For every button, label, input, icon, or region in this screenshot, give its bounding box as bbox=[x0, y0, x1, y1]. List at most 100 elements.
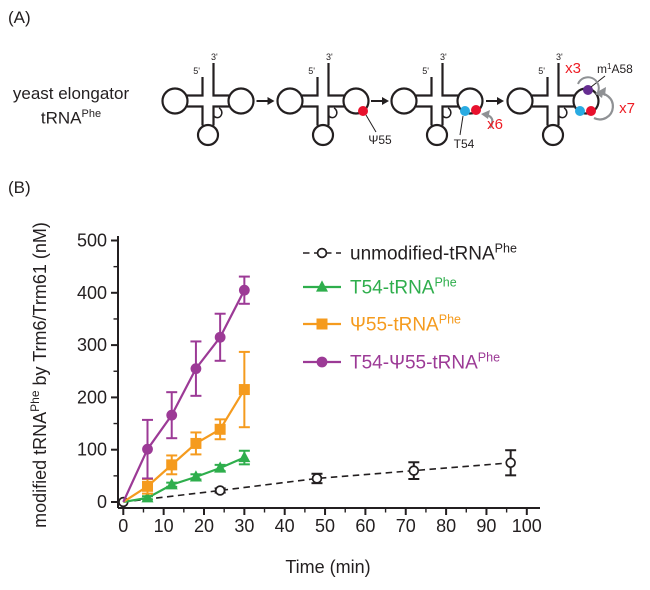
chart-axes: 0 100 200 300 400 500 0 10 20 30 40 50 60 70 80 90 100 bbox=[77, 231, 542, 537]
d-loop bbox=[390, 87, 418, 115]
trna-stem bbox=[302, 77, 319, 97]
x-tick-label: 100 bbox=[512, 516, 542, 536]
data-point-marker bbox=[190, 437, 202, 449]
y-tick-label: 300 bbox=[77, 335, 107, 355]
y-tick-label: 400 bbox=[77, 283, 107, 303]
data-point-marker bbox=[505, 457, 516, 469]
x-tick-label: 60 bbox=[355, 516, 375, 536]
three-prime-label: 3' bbox=[211, 52, 218, 62]
x3-arrow bbox=[577, 76, 600, 93]
intro-line-1: yeast elongator bbox=[12, 84, 130, 103]
data-point-marker bbox=[166, 409, 178, 421]
t54-pointer-line bbox=[459, 115, 464, 136]
series-line bbox=[122, 289, 246, 503]
m1a58-label: m1A58 bbox=[597, 62, 633, 76]
data-point-marker bbox=[408, 465, 420, 476]
variable-loop-hook bbox=[442, 107, 452, 119]
trna-stem bbox=[416, 105, 433, 126]
trna-cloverleaf: 5' 3' T54 x6 bbox=[390, 52, 503, 151]
t54-label: T54 bbox=[454, 137, 475, 151]
data-point-marker bbox=[311, 473, 323, 484]
y-axis-title: modified tRNAPhe by Trm6/Trm61 (nM) bbox=[28, 222, 50, 528]
psi55-dot bbox=[471, 105, 481, 115]
d-loop bbox=[161, 87, 189, 115]
data-point-marker bbox=[316, 280, 328, 292]
five-prime-label: 5' bbox=[193, 66, 200, 76]
variable-loop-hook bbox=[328, 107, 338, 119]
series-T54-tRNA bbox=[123, 449, 251, 504]
t54-dot bbox=[575, 106, 585, 116]
data-point-marker bbox=[166, 459, 178, 471]
x3-label: x3 bbox=[565, 60, 581, 77]
data-point-marker bbox=[141, 491, 154, 503]
trna-stem bbox=[327, 105, 344, 126]
y-tick-label: 100 bbox=[77, 440, 107, 460]
data-point-marker bbox=[214, 461, 227, 473]
trna-stem bbox=[557, 105, 574, 126]
y-tick-label: 500 bbox=[77, 231, 107, 251]
data-point-marker bbox=[316, 247, 328, 259]
data-point-marker bbox=[142, 480, 154, 492]
trna-stem bbox=[327, 63, 344, 97]
step-arrow bbox=[256, 97, 275, 105]
series-T54-Ψ55-tRNA bbox=[122, 275, 250, 503]
x-axis-title: Time (min) bbox=[285, 557, 370, 577]
legend-item: unmodified-tRNAPhe bbox=[303, 242, 517, 265]
x-tick-label: 80 bbox=[436, 516, 456, 536]
three-prime-label: 3' bbox=[440, 52, 447, 62]
panel-b-chart: modified tRNAPhe by Trm6/Trm61 (nM) Time… bbox=[28, 222, 542, 577]
panel-a-label: (A) bbox=[8, 8, 31, 27]
variable-loop-hook bbox=[213, 107, 223, 119]
x-tick-label: 30 bbox=[234, 516, 254, 536]
chart-series bbox=[118, 275, 517, 508]
data-point-marker bbox=[214, 485, 226, 496]
data-point-marker bbox=[214, 331, 226, 343]
step-arrow-head bbox=[267, 97, 275, 105]
y-tick-label: 0 bbox=[97, 492, 107, 512]
t-loop bbox=[456, 87, 484, 115]
x-tick-label: 50 bbox=[315, 516, 335, 536]
legend-item: T54-tRNAPhe bbox=[303, 276, 457, 299]
x6-arrow-head bbox=[481, 110, 490, 119]
data-point-marker bbox=[214, 423, 226, 435]
y-tick-label: 200 bbox=[77, 387, 107, 407]
data-point-marker bbox=[165, 478, 178, 490]
variable-loop-hook bbox=[558, 107, 568, 119]
panel-a-intro-text: yeast elongator tRNAPhe bbox=[6, 84, 136, 129]
t-loop bbox=[342, 87, 370, 115]
chart-legend: unmodified-tRNAPhe T54-tRNAPhe Ψ55-tRNAPhe… bbox=[303, 242, 517, 374]
trna-stem bbox=[441, 105, 458, 126]
series-line bbox=[123, 461, 511, 503]
x-tick-label: 90 bbox=[476, 516, 496, 536]
d-loop bbox=[506, 87, 534, 115]
trna-stem bbox=[187, 105, 204, 126]
anticodon-loop bbox=[541, 123, 565, 147]
d-loop bbox=[276, 87, 304, 115]
legend-item: T54-Ψ55-tRNAPhe bbox=[303, 351, 500, 374]
x7-label: x7 bbox=[619, 100, 635, 117]
t54-dot bbox=[460, 106, 470, 116]
step-arrow-head bbox=[497, 97, 504, 105]
series-line bbox=[122, 388, 246, 503]
anticodon-loop bbox=[196, 123, 220, 147]
anticodon-loop bbox=[311, 123, 335, 147]
data-point-marker bbox=[189, 470, 202, 482]
psi55-label: Ψ55 bbox=[368, 133, 392, 147]
trna-stem bbox=[212, 105, 229, 126]
legend-label: T54-Ψ55-tRNAPhe bbox=[350, 351, 500, 374]
trna-cloverleaf: 5' 3' Ψ55 bbox=[276, 52, 392, 147]
psi55-pointer-line bbox=[365, 114, 377, 133]
anticodon-loop bbox=[425, 123, 449, 147]
data-point-marker bbox=[238, 384, 250, 396]
data-point-marker bbox=[142, 443, 153, 455]
x-tick-label: 10 bbox=[154, 516, 174, 536]
intro-line-2: tRNAPhe bbox=[40, 108, 102, 128]
m1a58-dot bbox=[583, 85, 593, 95]
legend-label: T54-tRNAPhe bbox=[350, 276, 457, 299]
trna-cloverleaf: 5' 3'x3 m1A58 x7 bbox=[506, 52, 635, 147]
five-prime-label: 5' bbox=[538, 66, 545, 76]
x-tick-label: 70 bbox=[396, 516, 416, 536]
data-point-marker bbox=[190, 363, 202, 375]
